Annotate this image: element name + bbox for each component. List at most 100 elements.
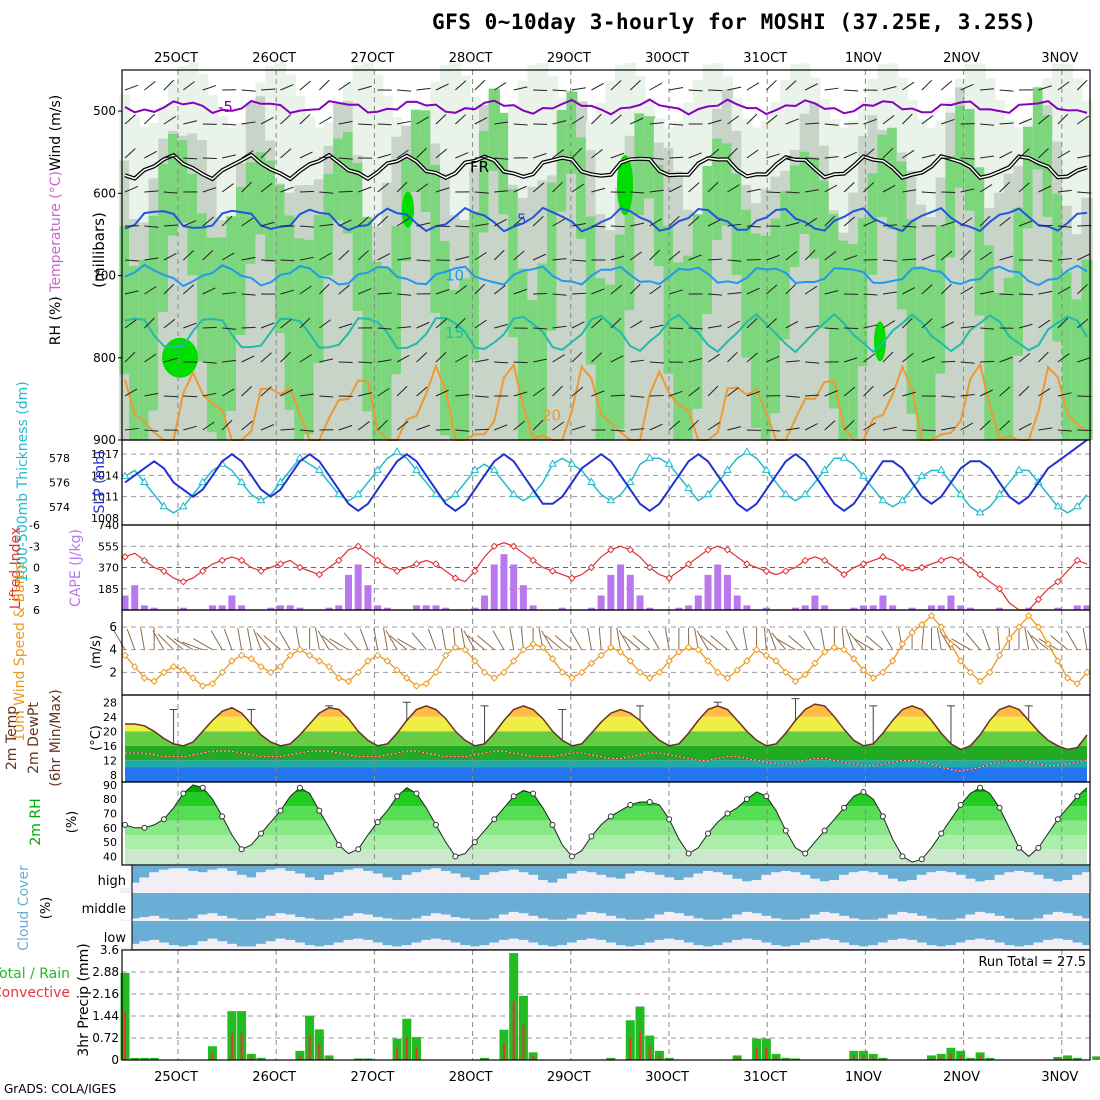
date-label-bottom: 29OCT (547, 1070, 591, 1085)
cloud-bar (780, 919, 791, 921)
cape-bar (490, 564, 498, 610)
cloud-bar (168, 919, 179, 921)
axis-title: (m/s) (89, 635, 104, 669)
rh-band-green (294, 238, 306, 440)
wind-barb (803, 630, 816, 650)
cloud-bar (761, 874, 772, 893)
wind-barb (124, 148, 136, 159)
isotherm-line (124, 263, 1088, 288)
wind-barb (280, 84, 294, 91)
wind-barb (571, 147, 583, 159)
wind-barb (960, 325, 975, 329)
rh-point (549, 821, 556, 828)
wind-speed-series (124, 614, 1088, 687)
cloud-bar (897, 938, 908, 949)
wind-barb (649, 189, 664, 193)
cape-bar (850, 607, 858, 610)
wind-barb (435, 352, 447, 363)
rh-point (996, 804, 1003, 811)
rh-band-green (1023, 126, 1035, 229)
isotherm-label: 15 (445, 324, 464, 342)
wind-barb (377, 215, 389, 227)
date-label-bottom: 26OCT (252, 1070, 296, 1085)
cape-bar (957, 605, 965, 610)
wind-barb (221, 183, 234, 193)
wind-speed-point (937, 623, 945, 631)
wind-speed-point (412, 682, 421, 690)
cape-bar (966, 607, 974, 610)
thickness-point (1053, 501, 1063, 510)
wind-barb (999, 420, 1011, 431)
wind-barb (260, 352, 272, 363)
wind-barb (960, 83, 974, 91)
wind-speed-point (509, 657, 518, 665)
wind-barb (591, 352, 603, 363)
cloud-bar (294, 873, 305, 893)
rh-point (160, 816, 167, 823)
wind-barb (591, 288, 605, 295)
wind-barb (941, 360, 956, 363)
wind-barb (1057, 113, 1069, 125)
wind-barb (843, 386, 856, 397)
wind-barb (707, 219, 721, 227)
cloud-bar (226, 943, 237, 949)
wind-barb (571, 223, 586, 227)
thickness-point (587, 477, 596, 485)
wind-barb (824, 327, 839, 330)
cloud-bar (703, 919, 714, 921)
wind-barb (591, 225, 606, 228)
rh-point (802, 850, 809, 857)
wind-barb (552, 293, 567, 296)
wind-barb (688, 419, 699, 431)
thickness-point (878, 495, 888, 504)
wind-speed-point (898, 640, 907, 648)
cloud-bar (401, 874, 412, 893)
cloud-bar (382, 945, 393, 949)
rh-band-green (255, 152, 267, 235)
thickness-point (451, 489, 460, 498)
cape-bar (558, 607, 566, 610)
wind-barb (1018, 385, 1030, 397)
cloud-bar (819, 911, 830, 921)
li-point (937, 556, 945, 565)
wind-barb (455, 114, 467, 125)
cape-bar (335, 605, 343, 610)
cloud-bar (353, 868, 364, 893)
li-point (782, 567, 790, 575)
cloud-bar (761, 942, 772, 949)
wind-barb (474, 79, 486, 91)
wind-barb (824, 87, 839, 91)
precip-conv-bar (250, 1056, 253, 1060)
thickness-point (761, 465, 771, 473)
axis-title: SLP (mb) (92, 450, 108, 513)
cape-bar (860, 605, 868, 610)
rh-band-mid (789, 149, 802, 440)
cloud-bar (460, 945, 471, 949)
precip-conv-bar (648, 1046, 651, 1060)
wind-barb (960, 422, 974, 431)
tick-label: 2.88 (92, 965, 119, 979)
cloud-bar (469, 880, 480, 893)
wind-barb (882, 351, 894, 363)
wind-barb (824, 251, 837, 261)
cloud-bar (683, 877, 694, 893)
cloud-bar (635, 919, 646, 921)
cloud-bar (605, 915, 616, 921)
wind-barb (785, 427, 800, 431)
cloud-bar (256, 872, 267, 893)
wind-barb (591, 113, 602, 125)
cloud-bar (1033, 918, 1044, 921)
rh-point (471, 839, 478, 846)
wind-barb (902, 391, 916, 397)
wind-barb (144, 190, 159, 193)
cloud-bar (304, 877, 315, 893)
wind-speed-point (218, 668, 226, 677)
cloud-bar (246, 877, 257, 893)
wind-barb (173, 638, 194, 651)
wind-barb (902, 352, 914, 363)
wind-barb (1018, 182, 1030, 193)
wind-barb (610, 355, 624, 363)
li-point (898, 563, 907, 572)
cloud-bar (858, 870, 869, 893)
